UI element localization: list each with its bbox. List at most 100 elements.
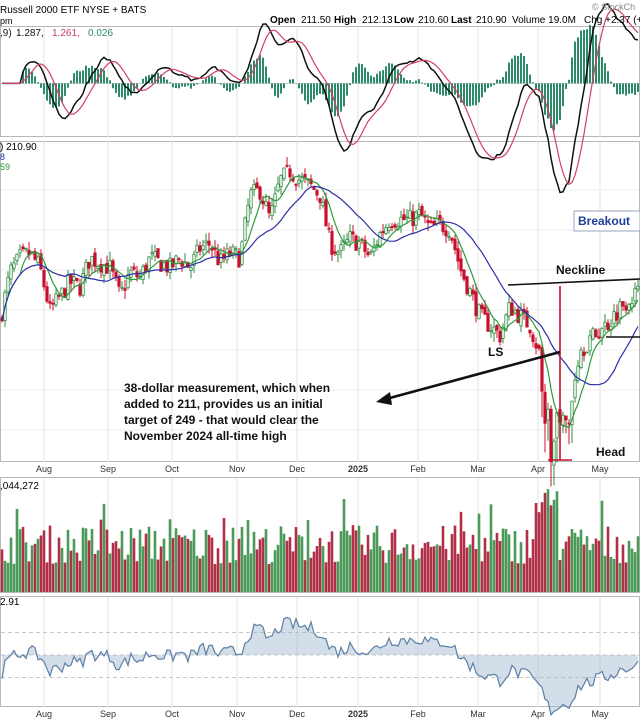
watermark: © StockCh xyxy=(592,2,635,12)
volume-bar xyxy=(546,489,550,592)
volume-bar xyxy=(285,540,289,592)
volume-bar xyxy=(96,550,100,592)
volume-bar xyxy=(486,551,490,592)
candle-down xyxy=(75,277,79,281)
candle-down xyxy=(549,408,553,463)
volume-bar xyxy=(384,562,388,592)
volume-bar xyxy=(249,553,253,592)
candle-up xyxy=(36,256,40,263)
candle-up xyxy=(234,248,238,251)
volume-bar xyxy=(264,529,268,592)
volume-bar xyxy=(309,557,313,592)
candle-up xyxy=(54,293,58,306)
volume-bar xyxy=(75,552,79,592)
volume-bar xyxy=(294,527,298,592)
volume-bar xyxy=(360,544,364,592)
volume-bar xyxy=(480,561,484,592)
volume-bar xyxy=(84,528,88,592)
candle-up xyxy=(6,276,10,293)
macd-signal-line xyxy=(2,8,639,186)
volume-bar xyxy=(351,525,355,592)
candle-down xyxy=(540,347,544,392)
price-legend-line2: 8 xyxy=(0,152,5,162)
candle-up xyxy=(249,189,253,209)
candle-down xyxy=(78,283,82,296)
candle-up xyxy=(447,236,451,238)
x-tick-label: Apr xyxy=(531,464,545,474)
volume-bar xyxy=(633,552,637,592)
candle-down xyxy=(426,220,430,223)
volume-bar xyxy=(255,549,259,592)
candle-down xyxy=(156,248,160,258)
candle-down xyxy=(624,305,628,311)
volume-bar xyxy=(273,550,277,592)
x-tick-label: Nov xyxy=(229,709,246,719)
sma-short-line xyxy=(1,175,639,429)
candle-up xyxy=(570,400,574,426)
candle-up xyxy=(96,265,100,269)
arrow-head xyxy=(376,392,392,405)
candle-down xyxy=(621,301,625,307)
volume-bar xyxy=(588,550,592,592)
volume-bar xyxy=(108,553,112,592)
neckline-line xyxy=(507,278,640,286)
volume-bar xyxy=(222,517,226,592)
candle-up xyxy=(612,311,616,325)
candle-down xyxy=(510,302,514,316)
candle-up xyxy=(552,440,556,466)
candle-down xyxy=(261,200,265,205)
candle-down xyxy=(525,310,529,328)
volume-bar xyxy=(183,535,187,592)
volume-bar xyxy=(348,535,352,592)
volume-bar xyxy=(165,560,169,592)
candle-up xyxy=(579,349,583,368)
x-tick-label: Aug xyxy=(36,709,52,719)
volume-bar xyxy=(219,563,223,592)
candle-down xyxy=(285,164,289,167)
candle-down xyxy=(438,215,442,220)
volume-bar xyxy=(426,541,430,592)
volume-bar xyxy=(456,553,460,592)
volume-bar xyxy=(234,560,238,592)
volume-bar xyxy=(315,546,319,592)
volume-bar xyxy=(582,544,586,592)
candle-down xyxy=(594,329,598,338)
volume-bar xyxy=(6,562,10,592)
candle-down xyxy=(411,211,415,226)
candle-up xyxy=(84,261,88,276)
candle-down xyxy=(327,227,331,230)
candle-down xyxy=(159,259,163,272)
volume-bar xyxy=(342,499,346,592)
volume-bar xyxy=(129,528,133,592)
candle-down xyxy=(87,261,91,269)
volume-bar xyxy=(630,548,634,592)
volume-bar xyxy=(369,549,373,592)
candle-up xyxy=(477,304,481,320)
candle-down xyxy=(582,351,586,356)
candle-up xyxy=(270,205,274,217)
candle-down xyxy=(180,261,184,267)
x-tick-label: Sep xyxy=(100,464,116,474)
volume-bar xyxy=(243,554,247,592)
candle-down xyxy=(33,251,37,260)
x-tick-label: Dec xyxy=(289,709,306,719)
candle-up xyxy=(408,209,412,219)
candle-down xyxy=(537,344,541,349)
candle-down xyxy=(363,239,367,252)
candle-down xyxy=(453,238,457,251)
candle-down xyxy=(123,288,127,291)
candle-up xyxy=(204,240,208,244)
candle-down xyxy=(111,260,115,272)
last-value: 210.90 xyxy=(476,15,507,26)
candle-down xyxy=(462,269,466,280)
volume-bar xyxy=(606,526,610,592)
volume-bar xyxy=(150,558,154,592)
volume-bar xyxy=(120,531,124,592)
volume-bar xyxy=(405,544,409,592)
volume-bar xyxy=(3,560,7,592)
volume-bar xyxy=(246,519,250,592)
candle-up xyxy=(405,216,409,219)
volume-bar xyxy=(402,547,406,592)
volume-bar xyxy=(417,558,421,592)
candle-up xyxy=(600,327,604,338)
